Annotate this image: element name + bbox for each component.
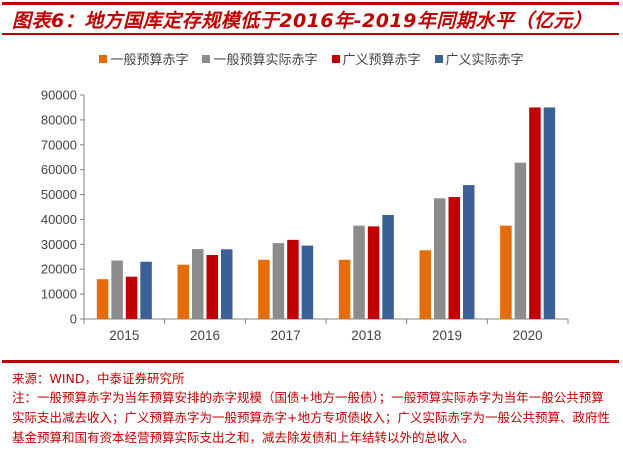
bar-2016-2 — [192, 249, 204, 319]
bar-2018-2 — [353, 225, 365, 319]
x-tick-label: 2017 — [271, 328, 301, 343]
bar-chart: 0 10000 20000 30000 40000 50000 60000 70000 8000… — [41, 88, 569, 343]
legend-swatch — [331, 54, 340, 63]
title-rule — [2, 33, 619, 35]
source-text: 来源：WIND，中泰证券研究所 — [12, 371, 185, 386]
y-tick-label: 0 — [70, 312, 77, 327]
y-tick-label: 40000 — [41, 212, 77, 227]
bar-2018-1 — [338, 259, 351, 319]
bar-2015-4 — [140, 261, 152, 319]
y-tick-label: 90000 — [41, 88, 77, 103]
bar-2015-1 — [96, 279, 109, 319]
y-tick-label: 20000 — [41, 262, 77, 277]
bar-2020-1 — [500, 225, 512, 319]
bar-2020-3 — [529, 107, 541, 319]
bar-2020-2 — [514, 162, 527, 319]
bar-2015-3 — [125, 276, 138, 319]
top-rule — [2, 2, 619, 5]
bar-2016-1 — [177, 264, 189, 319]
bar-2017-1 — [258, 259, 270, 319]
bar-2015-2 — [111, 260, 123, 319]
legend-item: 一般预算实际赤字 — [202, 49, 318, 68]
x-tick-label: 2016 — [190, 328, 220, 343]
y-tick-label: 70000 — [41, 137, 77, 152]
bar-2019-4 — [463, 185, 475, 319]
note-text: 注：一般预算赤字为当年预算安排的赤字规模（国债+地方一般债）；一般预算实际赤字为… — [12, 390, 610, 445]
bar-2017-2 — [272, 243, 285, 319]
bar-2016-4 — [221, 249, 233, 319]
x-tick-label: 2015 — [109, 328, 139, 343]
bar-2017-4 — [301, 245, 314, 319]
bar-2019-2 — [434, 198, 446, 319]
bar-2020-4 — [543, 107, 556, 319]
bar-2016-3 — [206, 255, 218, 319]
y-tick-label: 60000 — [41, 162, 77, 177]
y-tick-label: 30000 — [41, 237, 77, 252]
bottom-rule — [2, 360, 619, 363]
legend-item: 广义实际赤字 — [434, 49, 524, 68]
chart-title: 图表6：地方国库定存规模低于2016年-2019年同期水平（亿元） — [12, 10, 593, 32]
y-tick-label: 80000 — [41, 112, 77, 127]
legend-swatch — [434, 54, 443, 63]
legend: 一般预算赤字 一般预算实际赤字 广义预算赤字 广义实际赤字 — [0, 49, 623, 68]
x-tick-label: 2020 — [513, 328, 543, 343]
bar-2017-3 — [287, 239, 299, 319]
legend-label: 一般预算赤字 — [110, 53, 189, 68]
legend-item: 一般预算赤字 — [99, 49, 188, 68]
y-tick-label: 10000 — [41, 287, 77, 302]
bar-2018-3 — [367, 226, 380, 319]
legend-swatch — [99, 54, 108, 63]
legend-label: 广义预算赤字 — [342, 53, 421, 68]
bar-2019-3 — [448, 197, 460, 319]
x-tick-label: 2018 — [351, 328, 381, 343]
y-tick-label: 50000 — [41, 187, 77, 202]
bar-2019-1 — [419, 250, 431, 319]
bar-2018-4 — [382, 214, 394, 319]
legend-label: 一般预算实际赤字 — [213, 53, 318, 68]
legend-swatch — [202, 54, 211, 63]
legend-item: 广义预算赤字 — [331, 49, 421, 68]
x-tick-label: 2019 — [432, 328, 462, 343]
legend-label: 广义实际赤字 — [445, 53, 524, 68]
